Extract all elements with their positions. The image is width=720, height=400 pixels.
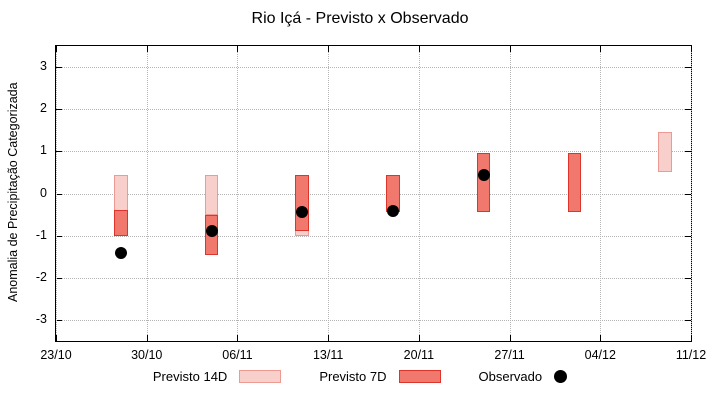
x-tick-label: 27/11 [494,348,525,362]
y-tick-mark-left [56,193,62,195]
x-gridline [509,46,511,341]
x-gridline [600,46,602,341]
legend-marker-observado-icon [554,370,568,383]
y-gridline [56,319,691,321]
observed-point [205,225,218,238]
x-tick-mark-bottom [600,335,602,341]
x-gridline [56,46,57,341]
legend-swatch-previsto-7d [398,370,441,383]
x-tick-mark-top [600,46,602,52]
y-tick-mark-left [56,67,62,69]
legend-label-previsto-7d: Previsto 7D [319,369,387,384]
x-tick-label: 30/10 [131,348,163,362]
legend-label-previsto-14d: Previsto 14D [152,369,228,384]
x-gridline [418,46,420,341]
x-tick-mark-bottom [328,335,330,341]
y-tick-mark-right [685,235,691,237]
x-tick-mark-bottom [56,335,57,341]
y-tick-label: -2 [35,269,47,284]
y-tick-label: 2 [40,101,47,116]
x-tick-mark-top [418,46,420,52]
x-gridline [237,46,239,341]
y-tick-mark-right [685,109,691,111]
y-gridline [56,235,691,237]
x-tick-mark-top [691,46,692,52]
x-tick-mark-top [509,46,511,52]
chart-title: Rio Içá - Previsto x Observado [251,10,469,27]
y-tick-mark-left [56,319,62,321]
x-tick-mark-top [56,46,57,52]
y-tick-mark-right [685,277,691,279]
range-bar-previsto-7d [476,153,491,213]
x-tick-label: 13/11 [312,348,344,362]
x-tick-label: 23/10 [40,348,72,362]
observed-point [296,206,309,219]
x-gridline [328,46,330,341]
x-tick-mark-top [237,46,239,52]
y-tick-mark-right [685,67,691,69]
x-tick-mark-bottom [418,335,420,341]
x-tick-mark-top [146,46,148,52]
x-tick-mark-bottom [237,335,239,341]
observed-point [386,205,399,218]
y-tick-label: 3 [40,59,47,74]
x-tick-label: 20/11 [403,348,435,362]
y-gridline [56,277,691,279]
x-gridline [146,46,148,341]
y-tick-mark-left [56,235,62,237]
observed-point [477,168,490,181]
plot-area: -3 -2 -1 0 1 2 3 23/10 30/10 06/11 13/11 20/11 27/11… [36,45,706,362]
x-gridline [691,46,692,341]
x-tick-label: 11/12 [675,348,707,362]
y-gridline [56,151,691,153]
range-bar-previsto-14d [658,132,672,173]
legend-item-previsto-14d: Previsto 14D [152,369,282,384]
y-tick-mark-left [56,277,62,279]
range-bar-previsto-14d [204,174,219,215]
y-tick-label: -1 [35,227,47,242]
legend: Previsto 14D Previsto 7D Observado [0,369,720,384]
x-tick-mark-top [328,46,330,52]
range-bar-previsto-7d [567,153,582,213]
y-tick-mark-left [56,109,62,111]
legend-swatch-previsto-14d [239,370,282,383]
y-tick-label: 0 [40,185,47,200]
range-bar-previsto-7d [113,210,128,236]
y-gridline [56,193,691,195]
y-tick-mark-right [685,193,691,195]
y-tick-mark-right [685,319,691,321]
y-gridline [56,109,691,111]
x-tick-mark-bottom [146,335,148,341]
legend-item-previsto-7d: Previsto 7D [319,369,441,384]
observed-point [114,246,127,259]
range-bar-previsto-7d [295,174,309,232]
x-tick-mark-bottom [509,335,511,341]
y-axis-label: Anomalia de Precipitação Categorizada [6,82,20,303]
y-gridline [56,67,691,69]
legend-item-observado: Observado [479,369,568,384]
y-tick-mark-right [685,151,691,153]
y-tick-mark-left [56,151,62,153]
x-tick-label: 04/12 [584,348,616,362]
x-tick-label: 06/11 [222,348,253,362]
legend-label-observado: Observado [478,369,543,384]
y-tick-label: 1 [40,143,47,158]
y-tick-label: -3 [35,311,47,326]
x-tick-mark-bottom [691,335,692,341]
